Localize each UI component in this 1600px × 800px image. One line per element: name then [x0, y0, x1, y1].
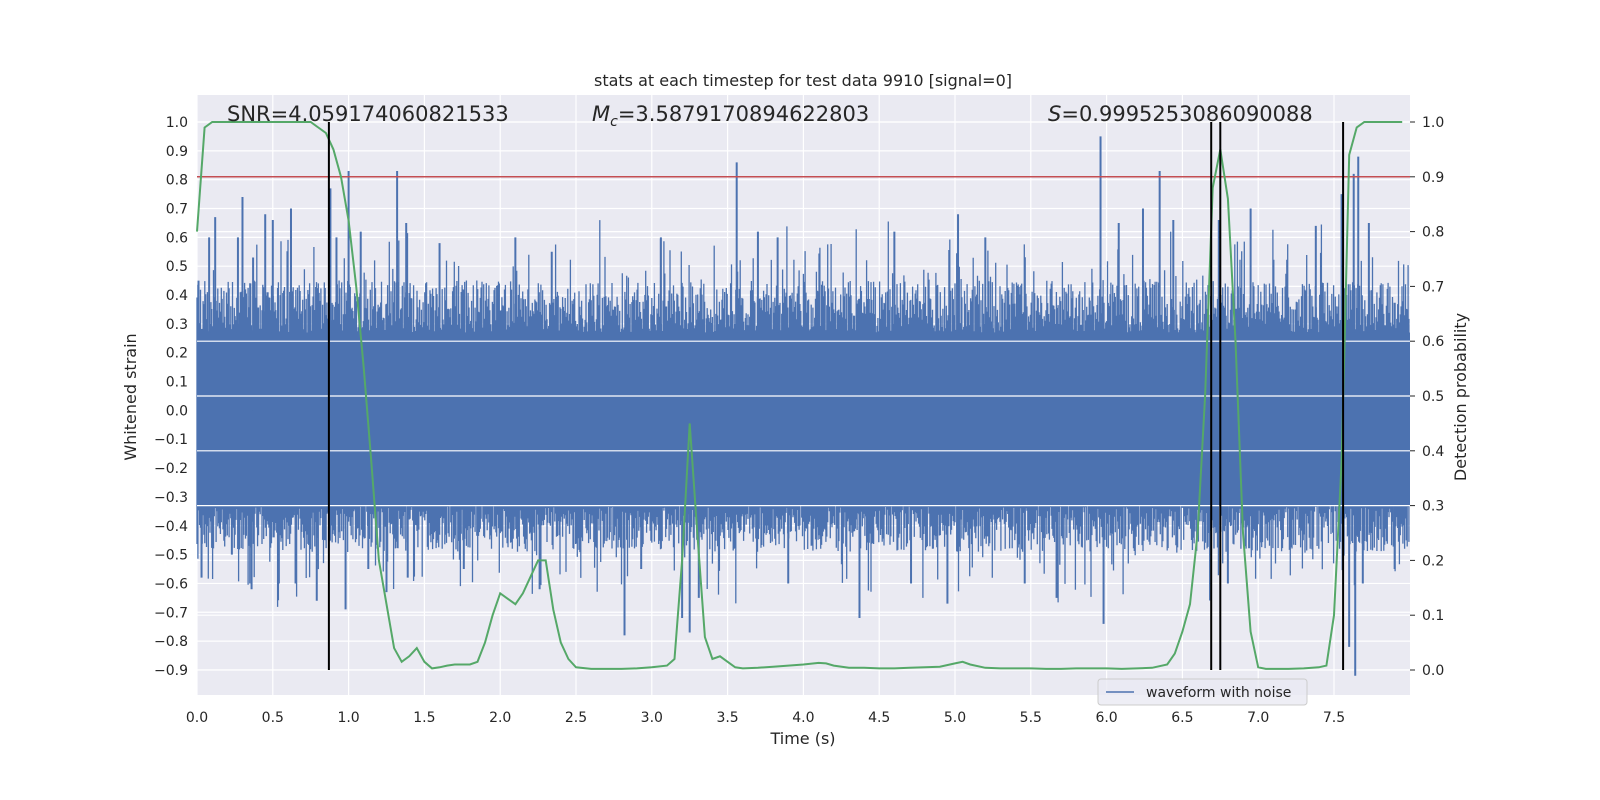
legend-label: waveform with noise	[1146, 685, 1291, 701]
y-tick-label: −0.4	[154, 519, 188, 535]
x-tick-label: 2.5	[565, 710, 587, 726]
x-tick-label: 1.0	[337, 710, 359, 726]
y-tick-label: −0.8	[154, 634, 188, 650]
y2-axis-ticks: 1.0 0.9 0.8 0.7 0.6 0.5 0.4 0.3 0.2 0.1 0.0	[1410, 115, 1444, 679]
y-tick-label: 1.0	[166, 115, 188, 131]
chirp-mass-subscript: c	[610, 114, 618, 130]
y-axis-ticks: 1.0 0.9 0.8 0.7 0.6 0.5 0.4 0.3 0.2 0.1 0.0 −0.1 −0.…	[154, 115, 188, 679]
y-tick-label: 0.0	[166, 403, 188, 419]
score-symbol: S	[1048, 102, 1061, 126]
y-tick-label: 0.3	[166, 317, 188, 333]
x-axis-ticks: 0.0 0.5 1.0 1.5 2.0 2.5 3.0 3.5 4.0 4.5 5.0 5.5 6.0 6…	[186, 710, 1345, 726]
y-tick-label: 0.1	[166, 375, 188, 391]
y-tick-label: −0.9	[154, 663, 188, 679]
y-tick-label: −0.5	[154, 548, 188, 564]
chirp-mass-annotation: Mc=3.5879170894622803	[592, 102, 869, 130]
y-tick-label: 0.6	[166, 230, 188, 246]
y2-tick-label: 0.8	[1422, 225, 1444, 241]
y2-tick-label: 1.0	[1422, 115, 1444, 131]
y-tick-label: 0.5	[166, 259, 188, 275]
y2-tick-label: 0.9	[1422, 170, 1444, 186]
y-tick-label: 0.9	[166, 144, 188, 160]
y-tick-label: 0.4	[166, 288, 188, 304]
chirp-mass-value: =3.5879170894622803	[618, 102, 869, 126]
score-value: =0.9995253086090088	[1061, 102, 1312, 126]
legend-box	[1097, 678, 1308, 706]
chart-title: stats at each timestep for test data 991…	[594, 71, 1012, 90]
y2-tick-label: 0.1	[1422, 608, 1444, 624]
y-tick-label: −0.7	[154, 605, 188, 621]
y2-tick-label: 0.5	[1422, 389, 1444, 405]
detection-markers	[327, 122, 1345, 670]
x-axis-label: Time (s)	[769, 729, 835, 748]
legend: waveform with noise	[1097, 678, 1308, 706]
y-tick-label: 0.2	[166, 346, 188, 362]
x-tick-label: 3.5	[716, 710, 738, 726]
y2-axis-label: Detection probability	[1451, 313, 1470, 481]
chirp-mass-symbol: M	[592, 102, 610, 126]
y-tick-label: −0.2	[154, 461, 188, 477]
x-tick-label: 5.5	[1020, 710, 1042, 726]
x-tick-label: 6.5	[1171, 710, 1193, 726]
y-tick-label: 0.7	[166, 202, 188, 218]
y2-tick-label: 0.2	[1422, 553, 1444, 569]
x-tick-label: 3.0	[641, 710, 663, 726]
score-annotation: S=0.9995253086090088	[1048, 102, 1313, 126]
waveform-series	[196, 136, 1410, 676]
x-tick-label: 4.0	[792, 710, 814, 726]
y2-tick-label: 0.7	[1422, 279, 1444, 295]
x-tick-label: 7.0	[1247, 710, 1269, 726]
x-tick-label: 5.0	[944, 710, 966, 726]
y2-tick-label: 0.6	[1422, 334, 1444, 350]
y-tick-label: 0.8	[166, 173, 188, 189]
waveform-core	[197, 332, 1410, 506]
x-tick-label: 7.5	[1323, 710, 1345, 726]
y-tick-label: −0.3	[154, 490, 188, 506]
y2-tick-label: 0.4	[1422, 444, 1444, 460]
x-tick-label: 0.5	[262, 710, 284, 726]
x-tick-label: 2.0	[489, 710, 511, 726]
x-tick-label: 0.0	[186, 710, 208, 726]
x-tick-label: 6.0	[1095, 710, 1117, 726]
x-tick-label: 4.5	[868, 710, 890, 726]
snr-annotation: SNR=4.059174060821533	[227, 102, 509, 126]
y2-tick-label: 0.0	[1422, 663, 1444, 679]
y-axis-label: Whitened strain	[121, 333, 140, 460]
y2-tick-label: 0.3	[1422, 499, 1444, 515]
x-tick-label: 1.5	[413, 710, 435, 726]
y-tick-label: −0.1	[154, 432, 188, 448]
y-tick-label: −0.6	[154, 576, 188, 592]
